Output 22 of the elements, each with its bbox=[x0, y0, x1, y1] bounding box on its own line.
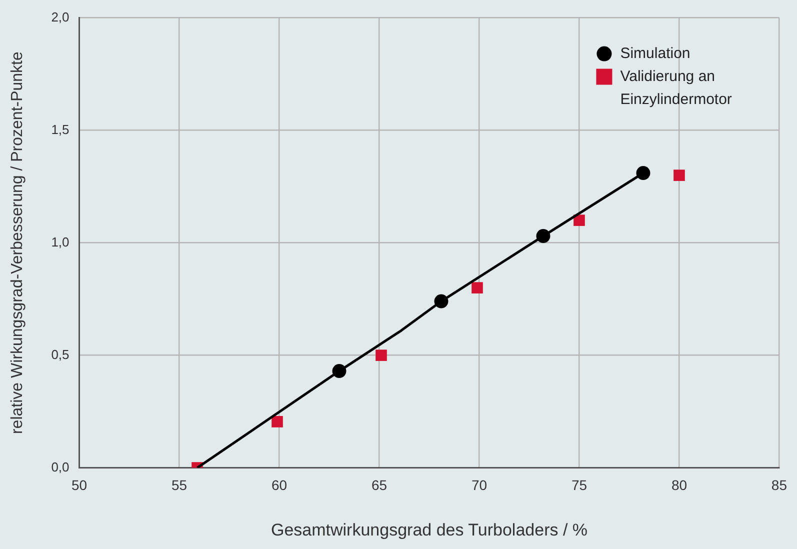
x-tick-label: 65 bbox=[371, 477, 388, 494]
point bbox=[472, 282, 483, 294]
y-tick-label: 1,0 bbox=[51, 234, 70, 250]
point bbox=[574, 214, 585, 226]
x-tick-label: 85 bbox=[771, 477, 788, 494]
y-tick-label: 2,0 bbox=[51, 9, 70, 24]
x-tick-label: 50 bbox=[71, 477, 88, 494]
y-tick-label: 1,5 bbox=[51, 122, 70, 137]
x-tick-label: 60 bbox=[271, 477, 288, 494]
legend-label: Validierung an Einzylindermotor bbox=[620, 68, 732, 108]
x-tick-label: 75 bbox=[571, 477, 588, 494]
y-tick-label: 0,0 bbox=[51, 459, 70, 474]
point bbox=[674, 170, 685, 181]
x-tick-label: 70 bbox=[471, 477, 488, 494]
x-tick-label: 80 bbox=[671, 477, 688, 494]
y-tick-label: 0,5 bbox=[51, 346, 70, 362]
point bbox=[272, 416, 283, 428]
point bbox=[376, 350, 387, 361]
x-tick-label: 55 bbox=[171, 477, 188, 494]
y-axis-title: relative Wirkungsgrad-Verbesserung / Prozent-Punkte bbox=[9, 51, 26, 434]
x-axis-title: Gesamtwirkungsgrad des Turboladers / % bbox=[270, 520, 588, 540]
legend-label: Simulation bbox=[620, 44, 690, 62]
